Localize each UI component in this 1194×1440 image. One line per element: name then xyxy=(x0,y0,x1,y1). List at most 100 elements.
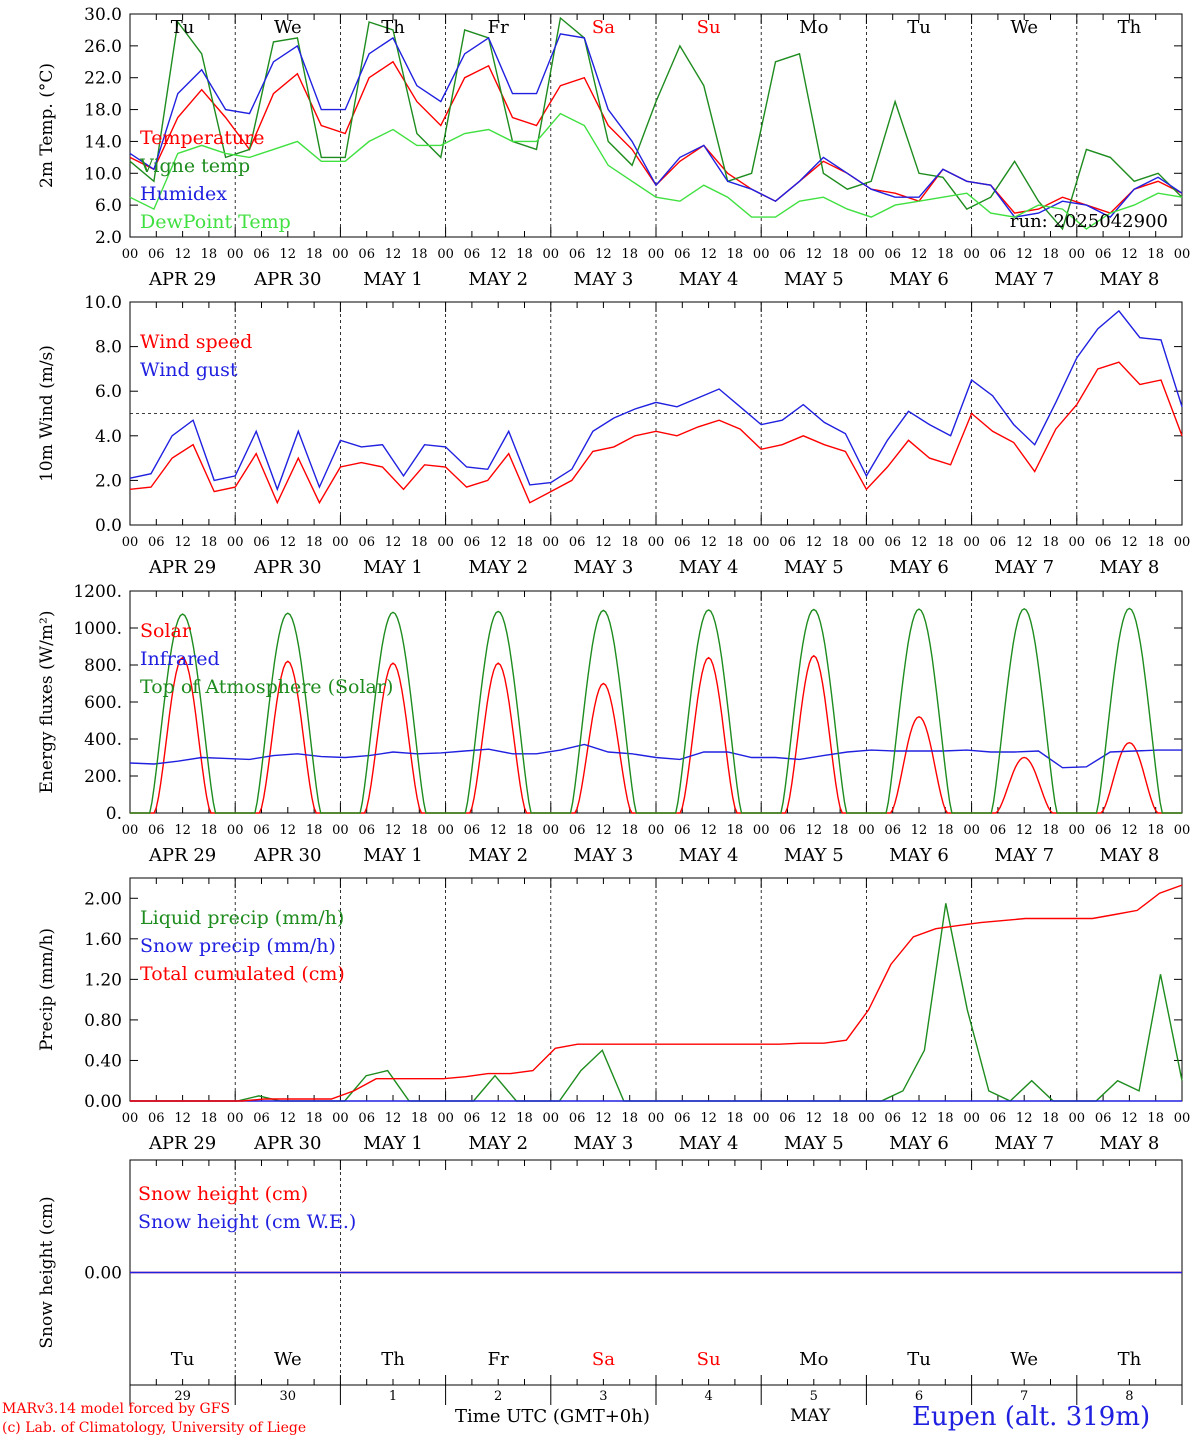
hour-tick-label: 18 xyxy=(1147,535,1164,550)
date-label: MAY 1 xyxy=(363,845,423,866)
hour-tick-label: 12 xyxy=(174,535,191,550)
y-tick-label: 10.0 xyxy=(84,293,122,313)
weekday-label: We xyxy=(1010,1349,1038,1370)
hour-tick-label: 00 xyxy=(122,823,139,838)
panel-1: 2.0 6.0 10.0 14.0 18.0 22.0 26.0 30.0 2m Temp. (… xyxy=(37,5,1190,290)
date-label: MAY 5 xyxy=(784,1133,844,1154)
weekday-label: Tu xyxy=(907,1349,931,1370)
hour-tick-label: 12 xyxy=(1121,247,1138,262)
hour-tick-label: 12 xyxy=(806,247,823,262)
date-label: MAY 3 xyxy=(574,269,634,290)
y-tick-label: 2.00 xyxy=(84,889,122,909)
hour-tick-label: 18 xyxy=(306,823,323,838)
y-tick-label: 30.0 xyxy=(84,5,122,25)
hour-tick-label: 12 xyxy=(595,535,612,550)
hour-tick-label: 00 xyxy=(858,247,875,262)
y-tick-label: 1000. xyxy=(73,619,122,639)
y-tick-label: 6.0 xyxy=(95,382,122,402)
date-label: APR 30 xyxy=(253,1133,321,1154)
weekday-label: We xyxy=(1010,17,1038,38)
weekday-label: We xyxy=(274,17,302,38)
hour-tick-label: 18 xyxy=(937,535,954,550)
y-tick-label: 2.0 xyxy=(95,471,122,491)
y-axis-label: Snow height (cm) xyxy=(37,1196,57,1348)
hour-tick-label: 18 xyxy=(1042,247,1059,262)
hour-tick-label: 06 xyxy=(253,247,270,262)
hour-tick-label: 06 xyxy=(1095,823,1112,838)
y-tick-label: 0.80 xyxy=(84,1011,122,1031)
y-tick-label: 10.0 xyxy=(84,164,122,184)
weekday-label: Sa xyxy=(592,1349,615,1370)
hour-tick-label: 06 xyxy=(884,1111,901,1126)
date-label: APR 29 xyxy=(148,845,216,866)
hour-tick-label: 00 xyxy=(963,1111,980,1126)
hour-tick-label: 18 xyxy=(832,535,849,550)
hour-tick-label: 00 xyxy=(543,535,560,550)
y-tick-label: 0.40 xyxy=(84,1051,122,1071)
hour-tick-label: 12 xyxy=(385,247,402,262)
hour-tick-label: 18 xyxy=(306,1111,323,1126)
legend-entry: Total cumulated (cm) xyxy=(140,963,345,985)
date-label: MAY 6 xyxy=(889,1133,949,1154)
hour-tick-label: 18 xyxy=(201,1111,218,1126)
y-axis-label: 10m Wind (m/s) xyxy=(37,345,57,482)
hour-tick-label: 06 xyxy=(148,247,165,262)
hour-tick-label: 00 xyxy=(753,823,770,838)
weekday-label: Th xyxy=(1118,1349,1142,1370)
weekday-label: Th xyxy=(381,1349,405,1370)
y-tick-label: 600. xyxy=(84,693,122,713)
hour-tick-label: 06 xyxy=(358,1111,375,1126)
hour-tick-label: 12 xyxy=(595,823,612,838)
hour-tick-label: 06 xyxy=(1095,247,1112,262)
hour-tick-label: 06 xyxy=(358,247,375,262)
y-tick-label: 6.0 xyxy=(95,196,122,216)
panel-2: 0.0 2.0 4.0 6.0 8.0 10.0 10m Wind (m/s) 00 06 12 1… xyxy=(37,293,1190,578)
y-tick-label: 8.0 xyxy=(95,338,122,358)
y-axis-label: Precip (mm/h) xyxy=(37,928,57,1051)
weekday-label: Fr xyxy=(488,1349,509,1370)
legend-entry: Humidex xyxy=(140,183,227,205)
hour-tick-label: 06 xyxy=(358,535,375,550)
day-number-label: 3 xyxy=(599,1389,607,1404)
y-tick-label: 1200. xyxy=(73,582,122,602)
weekday-label: Su xyxy=(697,1349,721,1370)
hour-tick-label: 00 xyxy=(1069,1111,1086,1126)
hour-tick-label: 06 xyxy=(779,535,796,550)
hour-tick-label: 12 xyxy=(1016,1111,1033,1126)
hour-tick-label: 12 xyxy=(806,535,823,550)
hour-tick-label: 00 xyxy=(858,823,875,838)
hour-tick-label: 12 xyxy=(911,823,928,838)
hour-tick-label: 12 xyxy=(385,1111,402,1126)
day-number-label: 2 xyxy=(494,1389,502,1404)
date-label: MAY 3 xyxy=(574,1133,634,1154)
y-tick-label: 18.0 xyxy=(84,101,122,121)
hour-tick-label: 00 xyxy=(753,535,770,550)
date-label: MAY 3 xyxy=(574,845,634,866)
hour-tick-label: 18 xyxy=(516,1111,533,1126)
hour-tick-label: 06 xyxy=(358,823,375,838)
hour-tick-label: 12 xyxy=(490,823,507,838)
hour-tick-label: 06 xyxy=(569,823,586,838)
date-label: MAY 5 xyxy=(784,845,844,866)
series-line xyxy=(129,309,1183,492)
hour-tick-label: 18 xyxy=(832,823,849,838)
hour-tick-label: 00 xyxy=(963,823,980,838)
hour-tick-label: 12 xyxy=(280,1111,297,1126)
hour-tick-label: 12 xyxy=(280,247,297,262)
legend-entry: DewPoint Temp xyxy=(140,211,291,233)
hour-tick-label: 12 xyxy=(1121,1111,1138,1126)
hour-tick-label: 06 xyxy=(464,1111,481,1126)
hour-tick-label: 18 xyxy=(1147,1111,1164,1126)
weekday-label: Tu xyxy=(907,17,931,38)
hour-tick-label: 12 xyxy=(1016,247,1033,262)
plot-frame xyxy=(129,13,1183,238)
hour-tick-label: 12 xyxy=(385,823,402,838)
hour-tick-label: 00 xyxy=(437,535,454,550)
date-label: MAY 8 xyxy=(1100,557,1160,578)
model-credit: MARv3.14 model forced by GFS xyxy=(2,1401,231,1417)
hour-tick-label: 00 xyxy=(1174,535,1191,550)
hour-tick-label: 18 xyxy=(621,247,638,262)
day-number-label: 7 xyxy=(1020,1389,1028,1404)
hour-tick-label: 12 xyxy=(385,535,402,550)
